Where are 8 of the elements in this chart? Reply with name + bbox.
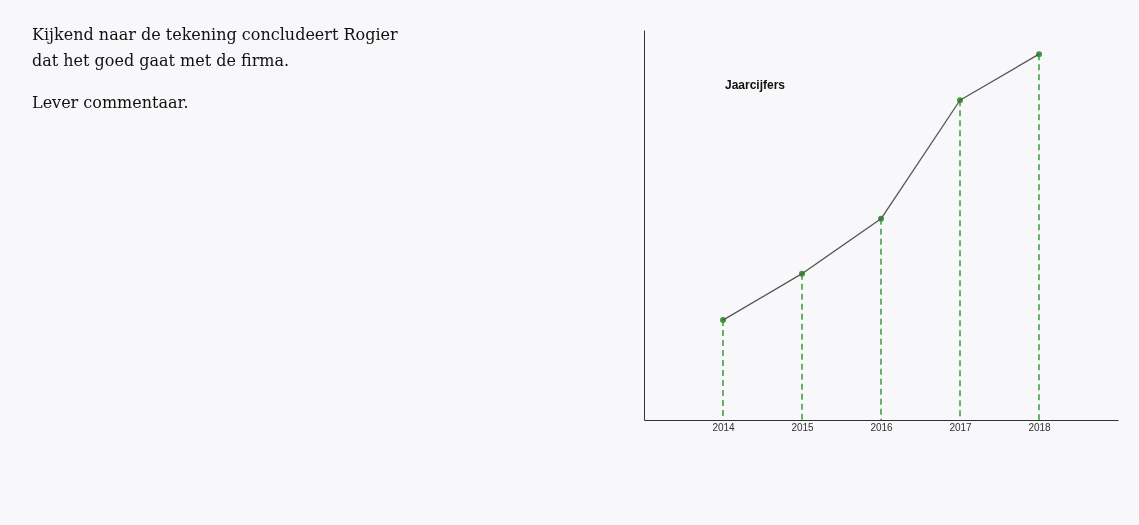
text: Kijkend naar de tekening concludeert Rogier dat het goed gaat met de firma.: [32, 24, 399, 72]
text: Lever commentaar.: [32, 92, 190, 114]
x-tick-label: 2017: [949, 421, 973, 433]
x-tick-label: 2018: [1028, 421, 1052, 433]
x-tick-label: 2014: [712, 421, 736, 433]
x-tick-label: 2015: [791, 421, 815, 433]
text: Jaarcijfers: [725, 78, 786, 92]
x-tick-label: 2016: [870, 421, 894, 433]
